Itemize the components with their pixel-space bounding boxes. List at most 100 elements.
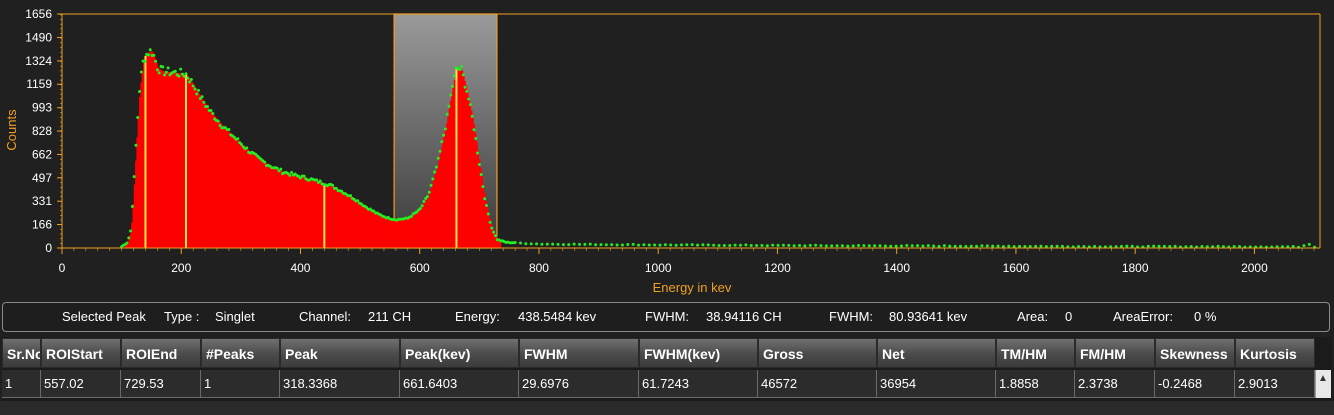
- spectrum-bar: [338, 189, 341, 248]
- spectrum-bar: [445, 123, 448, 248]
- spectrum-point: [239, 142, 243, 146]
- spectrum-bar: [304, 177, 306, 248]
- spectrum-point: [637, 243, 641, 247]
- spectrum-point: [921, 244, 925, 248]
- spectrum-bar: [371, 210, 373, 248]
- table-cell[interactable]: 2.3738: [1075, 370, 1155, 398]
- spectrum-bar: [312, 179, 314, 248]
- y-tick-label: 993: [32, 101, 52, 115]
- y-tick-label: 1159: [26, 77, 52, 91]
- spectrum-point: [173, 69, 177, 73]
- spectrum-point: [438, 149, 442, 153]
- spectrum-bar: [358, 201, 360, 248]
- fwhm-ch-value: 38.94116 CH: [706, 309, 782, 324]
- spectrum-point: [572, 242, 576, 246]
- table-cell[interactable]: 61.7243: [639, 370, 758, 398]
- column-header[interactable]: Sr.No: [2, 338, 41, 368]
- table-cell[interactable]: 661.6403: [400, 370, 519, 398]
- spectrum-point: [1302, 244, 1306, 248]
- spectrum-bar: [386, 217, 389, 248]
- spectrum-bar: [341, 190, 343, 248]
- column-header[interactable]: Peak: [280, 338, 400, 368]
- spectrum-bar: [367, 207, 369, 248]
- table-cell[interactable]: 2.9013: [1235, 370, 1315, 398]
- spectrum-bar: [166, 71, 169, 248]
- spectrum-point: [1109, 245, 1113, 249]
- spectrum-bar: [452, 85, 455, 248]
- spectrum-point: [182, 74, 186, 78]
- table-cell[interactable]: 46572: [758, 370, 877, 398]
- column-header[interactable]: Kurtosis: [1235, 338, 1315, 368]
- column-header[interactable]: ROIEnd: [121, 338, 201, 368]
- spectrum-bar: [486, 206, 489, 248]
- spectrum-point: [953, 244, 957, 248]
- spectrum-bar: [284, 172, 287, 248]
- spectrum-bar: [279, 170, 281, 248]
- peak-results-table[interactable]: Sr.No ROIStart ROIEnd #Peaks Peak Peak(kev) FW…: [2, 337, 1332, 401]
- spectrum-point: [1205, 245, 1209, 249]
- spectrum-bar: [402, 218, 405, 248]
- spectrum-point: [738, 243, 742, 247]
- spectrum-point: [334, 186, 338, 190]
- spectrum-point: [459, 65, 463, 69]
- spectrum-point: [1077, 244, 1081, 248]
- spectrum-bar: [274, 167, 276, 248]
- spectrum-point: [161, 65, 165, 69]
- spectrum-point: [211, 111, 215, 115]
- spectrum-bar: [301, 176, 304, 248]
- column-header[interactable]: Net: [877, 338, 996, 368]
- y-axis-ticks: 0 166 331 497 662 828 993 1159 1324 1490 1656: [25, 7, 62, 255]
- table-cell[interactable]: 318.3368: [280, 370, 400, 398]
- spectrum-point: [286, 172, 290, 176]
- table-cell[interactable]: 1.8858: [996, 370, 1075, 398]
- spectrum-bar: [473, 124, 476, 248]
- spectrum-point: [449, 93, 453, 97]
- column-header[interactable]: FM/HM: [1075, 338, 1155, 368]
- spectrum-point: [1119, 244, 1123, 248]
- vertical-scrollbar[interactable]: ▲: [1315, 370, 1331, 398]
- spectrum-chart[interactable]: 0 166 331 497 662 828 993 1159 1324 1490 1656 0 200…: [0, 0, 1334, 300]
- table-cell[interactable]: 36954: [877, 370, 996, 398]
- spectrum-bar: [280, 170, 283, 248]
- column-header[interactable]: ROIStart: [41, 338, 121, 368]
- spectrum-point: [631, 242, 635, 246]
- table-cell[interactable]: 29.6976: [519, 370, 639, 398]
- spectrum-bar: [258, 158, 260, 248]
- scroll-up-arrow-icon[interactable]: ▲: [1318, 373, 1328, 384]
- table-cell[interactable]: -0.2468: [1155, 370, 1235, 398]
- spectrum-point: [899, 244, 903, 248]
- spectrum-bar: [293, 175, 296, 248]
- table-cell[interactable]: 1: [201, 370, 280, 398]
- spectrum-point: [948, 244, 952, 248]
- spectrum-point: [154, 59, 158, 63]
- spectrum-bar: [320, 182, 322, 248]
- x-axis-ticks: 0 200 400 600 800 1000 1200 1400 1600 1800 2000: [59, 248, 1315, 275]
- table-cell[interactable]: 557.02: [41, 370, 121, 398]
- column-header[interactable]: FWHM(kev): [639, 338, 758, 368]
- spectrum-point: [1307, 242, 1311, 246]
- spectrum-point: [191, 84, 195, 88]
- table-cell[interactable]: 1: [2, 370, 41, 398]
- spectrum-bar: [149, 51, 152, 248]
- column-header[interactable]: FWHM: [519, 338, 639, 368]
- column-header[interactable]: TM/HM: [996, 338, 1075, 368]
- column-header[interactable]: Skewness: [1155, 338, 1235, 368]
- spectrum-bar: [382, 216, 385, 248]
- table-cell[interactable]: 729.53: [121, 370, 201, 398]
- spectrum-point: [578, 242, 582, 246]
- spectrum-bar: [211, 112, 213, 248]
- spectrum-point: [540, 242, 544, 246]
- column-header[interactable]: Gross: [758, 338, 877, 368]
- spectrum-bar: [478, 159, 481, 248]
- spectrum-bar: [499, 240, 502, 248]
- spectrum-points: [120, 48, 1317, 249]
- spectrum-point: [138, 89, 142, 93]
- spectrum-bar: [334, 187, 337, 248]
- spectrum-bar: [282, 171, 284, 248]
- column-header[interactable]: #Peaks: [201, 338, 280, 368]
- column-header[interactable]: Peak(kev): [400, 338, 519, 368]
- spectrum-point: [814, 243, 818, 247]
- spectrum-bar: [423, 203, 426, 248]
- spectrum-point: [1093, 244, 1097, 248]
- spectrum-point: [443, 127, 447, 131]
